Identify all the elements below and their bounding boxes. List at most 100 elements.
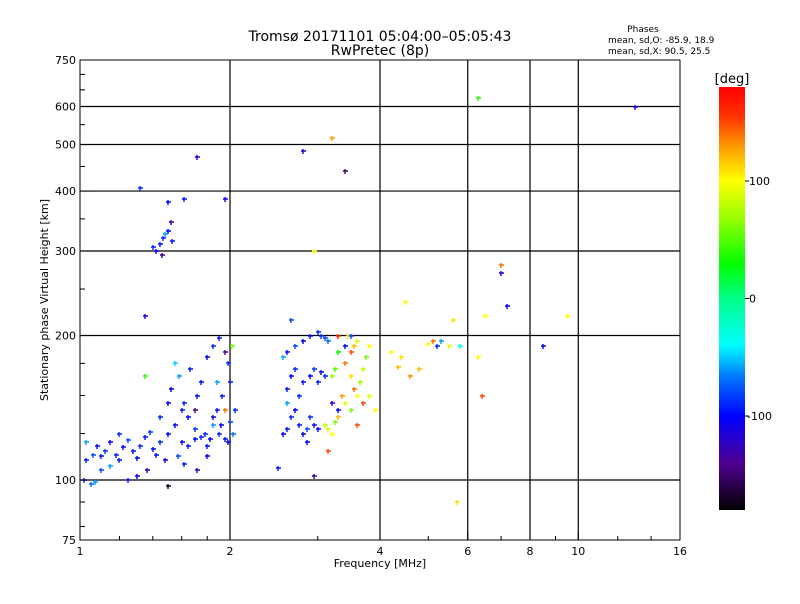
data-point <box>308 415 313 420</box>
data-point <box>223 197 228 202</box>
data-point <box>145 468 150 473</box>
data-point <box>293 344 298 349</box>
grid-lines <box>80 60 680 540</box>
data-point <box>293 367 298 372</box>
data-point <box>285 350 290 355</box>
x-tick-label: 6 <box>464 545 471 558</box>
data-point <box>333 420 338 425</box>
data-point <box>399 355 404 360</box>
data-point <box>323 374 328 379</box>
x-tick-label: 16 <box>673 545 687 558</box>
data-point <box>108 440 113 445</box>
data-point <box>312 423 317 428</box>
axis-ticks: 1 2 4 6 8 10 16 75 100 200 300 400 500 600 750 <box>55 54 687 558</box>
data-point <box>326 449 331 454</box>
colorbar <box>719 87 745 510</box>
data-point <box>114 453 119 458</box>
data-point <box>126 438 131 443</box>
data-point <box>316 427 321 432</box>
data-point <box>95 444 100 449</box>
data-point <box>233 408 238 413</box>
x-axis-label: Frequency [MHz] <box>334 557 426 570</box>
y-tick-label: 100 <box>55 474 76 487</box>
data-point <box>447 344 452 349</box>
data-point <box>215 380 220 385</box>
data-point <box>176 454 181 459</box>
data-point <box>355 423 360 428</box>
data-point <box>499 263 504 268</box>
data-point <box>297 423 302 428</box>
data-point <box>483 314 488 319</box>
data-point <box>289 318 294 323</box>
data-point <box>301 432 306 437</box>
data-point <box>633 105 638 110</box>
data-point <box>108 464 113 469</box>
data-point <box>312 367 317 372</box>
data-point <box>205 454 210 459</box>
data-point <box>161 236 166 241</box>
data-point <box>565 314 570 319</box>
colorbar-tick-label: 100 <box>749 175 770 188</box>
data-point <box>89 482 94 487</box>
data-point <box>93 480 98 485</box>
data-point <box>389 350 394 355</box>
data-point <box>211 415 216 420</box>
data-point <box>151 447 156 452</box>
data-point <box>193 427 198 432</box>
data-point <box>358 380 363 385</box>
data-point <box>349 350 354 355</box>
data-point <box>193 437 198 442</box>
data-point <box>319 334 324 339</box>
data-point <box>166 401 171 406</box>
y-tick-label: 300 <box>55 245 76 258</box>
data-point <box>223 350 228 355</box>
data-point <box>211 423 216 428</box>
data-point <box>289 415 294 420</box>
data-point <box>151 245 156 250</box>
data-point <box>336 415 341 420</box>
data-point <box>223 437 228 442</box>
data-point <box>177 374 182 379</box>
data-point <box>182 197 187 202</box>
data-point <box>276 466 281 471</box>
data-point <box>166 200 171 205</box>
data-point <box>285 401 290 406</box>
data-point <box>154 453 159 458</box>
data-point <box>431 339 436 344</box>
data-point <box>143 374 148 379</box>
data-point <box>117 458 122 463</box>
data-point <box>173 361 178 366</box>
y-tick-label: 750 <box>55 54 76 67</box>
data-point <box>135 456 140 461</box>
data-point <box>166 229 171 234</box>
colorbar-label: [deg] <box>715 72 750 87</box>
data-point <box>195 155 200 160</box>
data-point <box>330 374 335 379</box>
data-point <box>330 401 335 406</box>
data-point <box>505 304 510 309</box>
data-point <box>326 427 331 432</box>
data-points <box>82 96 638 505</box>
data-point <box>203 432 208 437</box>
data-point <box>408 374 413 379</box>
y-tick-label: 500 <box>55 139 76 152</box>
data-point <box>281 432 286 437</box>
data-point <box>367 394 372 399</box>
data-point <box>91 453 96 458</box>
data-point <box>143 435 148 440</box>
data-point <box>451 318 456 323</box>
data-point <box>219 423 224 428</box>
data-point <box>297 394 302 399</box>
data-point <box>205 355 210 360</box>
data-point <box>323 423 328 428</box>
data-point <box>226 440 231 445</box>
data-point <box>455 500 460 505</box>
data-point <box>349 334 354 339</box>
data-point <box>143 314 148 319</box>
data-point <box>301 380 306 385</box>
data-point <box>158 242 163 247</box>
x-tick-label: 2 <box>227 545 234 558</box>
data-point <box>195 394 200 399</box>
data-point <box>166 484 171 489</box>
data-point <box>326 339 331 344</box>
